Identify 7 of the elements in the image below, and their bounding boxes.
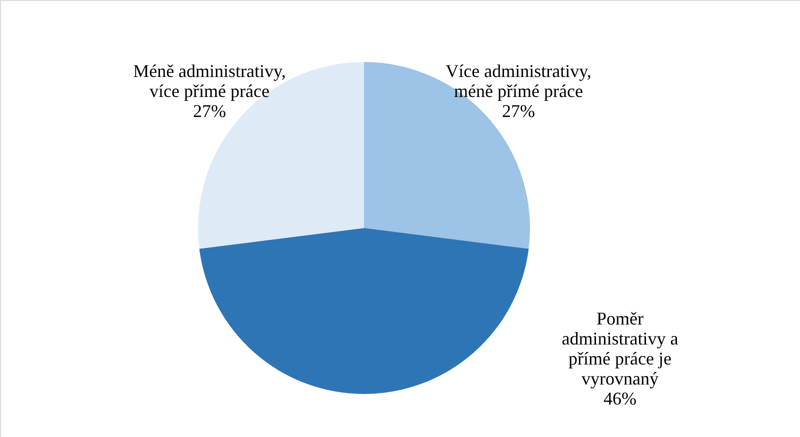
data-label: 27% xyxy=(192,100,226,121)
data-label: 46% xyxy=(604,388,636,408)
slice-label: Méně administrativy, více přímé práce xyxy=(133,60,286,101)
slice-label: Více administrativy, méně přímé práce xyxy=(446,60,592,101)
data-label: 27% xyxy=(502,100,536,121)
pie-slice xyxy=(199,228,529,394)
slice-label: Poměr administrativy a přímé práce je vyrovnaný xyxy=(562,308,678,388)
